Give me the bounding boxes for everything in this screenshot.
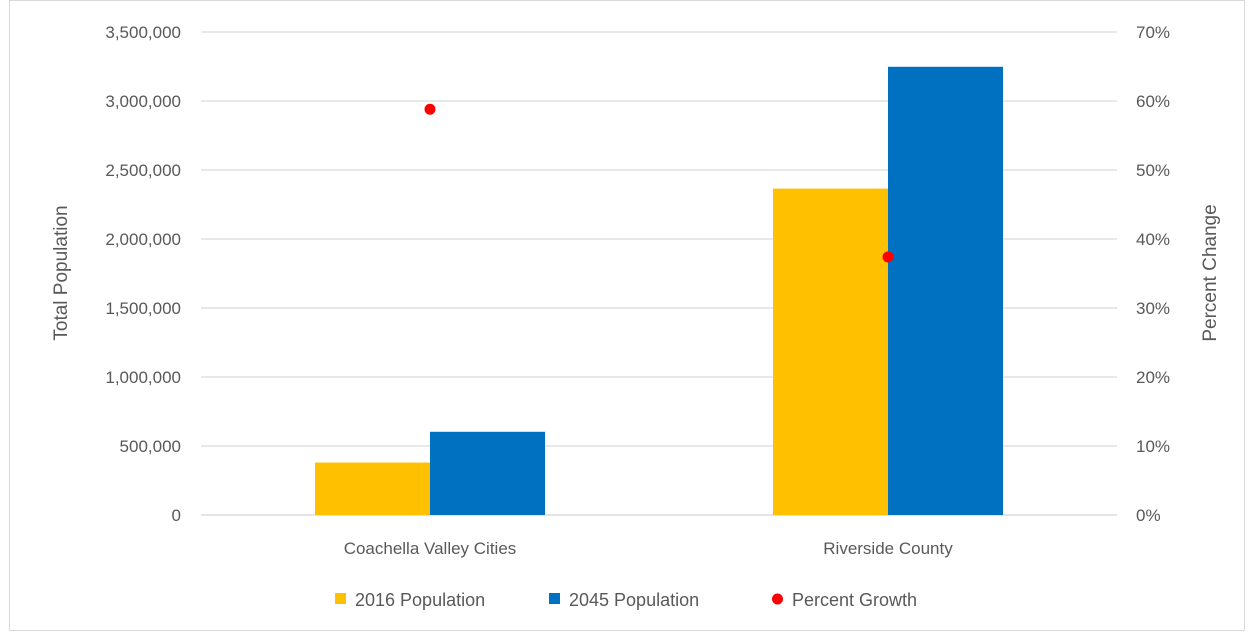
y2-tick-label: 0%	[1136, 506, 1161, 525]
y-tick-label: 2,000,000	[105, 230, 181, 249]
percent-growth-point	[424, 103, 436, 115]
percent-growth-point	[882, 251, 894, 263]
legend-label: 2016 Population	[355, 590, 485, 610]
right-axis-ticks: 0% 10% 20% 30% 40% 50% 60% 70%	[1136, 23, 1170, 525]
y2-tick-label: 60%	[1136, 92, 1170, 111]
y-tick-label: 1,500,000	[105, 299, 181, 318]
y-tick-label: 500,000	[120, 437, 181, 456]
y2-tick-label: 20%	[1136, 368, 1170, 387]
y2-tick-label: 30%	[1136, 299, 1170, 318]
bars	[315, 66, 1003, 515]
y-tick-label: 1,000,000	[105, 368, 181, 387]
y-tick-label: 3,500,000	[105, 23, 181, 42]
legend-label: 2045 Population	[569, 590, 699, 610]
y-tick-label: 3,000,000	[105, 92, 181, 111]
category-axis-labels: Coachella Valley Cities Riverside County	[344, 539, 954, 558]
y2-tick-label: 50%	[1136, 161, 1170, 180]
y2-tick-label: 10%	[1136, 437, 1170, 456]
y-tick-label: 0	[172, 506, 181, 525]
y-axis-title: Total Population	[51, 205, 72, 340]
y2-tick-label: 70%	[1136, 23, 1170, 42]
legend-swatch	[549, 593, 560, 604]
y2-tick-label: 40%	[1136, 230, 1170, 249]
bar-2016-population	[773, 188, 888, 515]
y2-axis-title: Percent Change	[1200, 204, 1221, 341]
category-label: Riverside County	[823, 539, 953, 558]
bar-2045-population	[430, 431, 545, 515]
growth-points	[424, 103, 894, 263]
legend-marker	[772, 593, 783, 605]
bar-2045-population	[888, 66, 1003, 515]
left-axis-ticks: 0 500,000 1,000,000 1,500,000 2,000,000 2,500…	[105, 23, 181, 525]
chart-frame	[9, 0, 1245, 631]
legend: 2016 Population 2045 Population Percent Gr…	[335, 590, 917, 610]
category-label: Coachella Valley Cities	[344, 539, 517, 558]
legend-label: Percent Growth	[792, 590, 917, 610]
bar-2016-population	[315, 462, 430, 515]
y-tick-label: 2,500,000	[105, 161, 181, 180]
legend-swatch	[335, 593, 346, 604]
